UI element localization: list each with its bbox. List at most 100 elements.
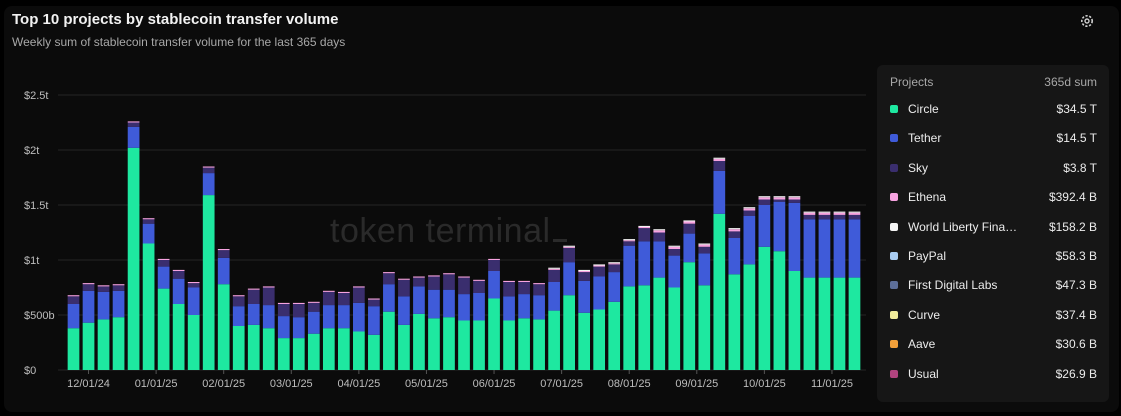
bar-segment xyxy=(773,197,786,200)
bar-segment xyxy=(413,276,425,278)
y-tick-label: $500b xyxy=(24,310,55,322)
bar-segment xyxy=(383,311,395,370)
bar-segment xyxy=(833,211,846,213)
bar-segment xyxy=(593,309,606,370)
bar-segment xyxy=(728,231,741,238)
bar-segment xyxy=(593,265,606,267)
bar-segment xyxy=(788,271,801,370)
bar-segment xyxy=(142,219,155,224)
x-tick-label: 03/01/25 xyxy=(270,378,313,390)
bar-segment xyxy=(202,166,215,168)
bar-segment xyxy=(202,173,215,196)
bar-segment xyxy=(668,287,681,370)
legend-swatch xyxy=(890,281,898,290)
legend-item-label: Tether xyxy=(908,131,942,146)
bar-segment xyxy=(833,212,846,215)
bar-segment xyxy=(262,286,275,288)
bar-segment xyxy=(142,243,155,370)
bar-segment xyxy=(142,218,155,220)
legend-item-tether[interactable]: Tether $14.5 T xyxy=(890,130,1097,148)
x-tick-label: 11/01/25 xyxy=(811,378,853,390)
legend-item-value: $30.6 B xyxy=(1055,337,1097,352)
bar-segment xyxy=(623,239,636,241)
legend-item-world-liberty-fina[interactable]: World Liberty Fina… $158.2 B xyxy=(890,219,1097,237)
bar-segment xyxy=(172,271,185,279)
legend-swatch xyxy=(890,193,898,202)
bar-segment xyxy=(368,298,380,300)
legend-item-paypal[interactable]: PayPal $58.3 B xyxy=(890,248,1097,266)
legend-item-aave[interactable]: Aave $30.6 B xyxy=(890,336,1097,354)
bar-segment xyxy=(638,285,651,370)
legend-item-ethena[interactable]: Ethena $392.4 B xyxy=(890,189,1097,207)
bar-segment xyxy=(518,294,530,319)
bar-segment xyxy=(67,295,80,297)
bar-segment xyxy=(307,302,320,312)
bar-segment xyxy=(713,161,726,171)
bar-segment xyxy=(698,253,711,286)
legend-item-first-digital-labs[interactable]: First Digital Labs $47.3 B xyxy=(890,277,1097,295)
chart-subtitle: Weekly sum of stablecoin transfer volume… xyxy=(12,35,346,49)
bar-segment xyxy=(788,197,801,200)
bar-segment xyxy=(292,302,305,304)
bar-segment xyxy=(82,284,95,291)
bar-segment xyxy=(383,272,395,274)
bar-segment xyxy=(398,278,410,280)
bar-segment xyxy=(262,305,275,329)
x-tick-label: 05/01/25 xyxy=(405,378,448,390)
bar-segment xyxy=(67,296,80,304)
bar-segment xyxy=(623,241,636,246)
bar-segment xyxy=(818,277,831,370)
legend-swatch xyxy=(890,340,898,349)
bar-segment xyxy=(202,195,215,370)
bar-segment xyxy=(247,324,260,370)
bar-segment xyxy=(638,228,651,242)
bar-segment xyxy=(473,279,485,281)
bar-segment xyxy=(97,291,110,320)
bar-segment xyxy=(803,211,816,213)
x-tick-label: 09/01/25 xyxy=(675,378,718,390)
legend-item-circle[interactable]: Circle $34.5 T xyxy=(890,101,1097,119)
bar-segment xyxy=(232,296,245,307)
legend-item-label: Ethena xyxy=(908,190,947,205)
bar-segment xyxy=(848,277,861,370)
bar-segment xyxy=(443,289,455,318)
gear-icon[interactable] xyxy=(1079,13,1095,29)
legend-item-value: $47.3 B xyxy=(1055,278,1097,293)
bar-segment xyxy=(818,212,831,215)
bar-segment xyxy=(322,328,335,370)
bar-segment xyxy=(698,285,711,370)
bar-segment xyxy=(608,262,621,264)
bar-segment xyxy=(803,277,816,370)
bar-segment xyxy=(398,324,410,370)
bar-segment xyxy=(217,250,230,258)
legend-swatch xyxy=(890,134,898,143)
bar-segment xyxy=(758,199,771,205)
bar-segment xyxy=(112,290,125,318)
legend-item-curve[interactable]: Curve $37.4 B xyxy=(890,307,1097,325)
bar-segment xyxy=(488,260,500,271)
legend-item-sky[interactable]: Sky $3.8 T xyxy=(890,160,1097,178)
bar-segment xyxy=(803,212,816,215)
legend-header: Projects 365d sum xyxy=(890,75,1097,89)
legend-item-value: $158.2 B xyxy=(1048,219,1097,234)
bar-segment xyxy=(67,304,80,329)
bar-segment xyxy=(157,260,170,267)
bar-segment xyxy=(803,219,816,278)
legend: Projects 365d sum Circle $34.5 T Tether $14… xyxy=(877,65,1109,402)
legend-item-usual[interactable]: Usual $26.9 B xyxy=(890,366,1097,384)
bar-segment xyxy=(518,318,530,370)
bar-segment xyxy=(788,202,801,271)
bar-segment xyxy=(97,285,110,287)
legend-swatch xyxy=(890,310,898,319)
bar-segment xyxy=(713,157,726,159)
bar-segment xyxy=(563,295,575,370)
bar-segment xyxy=(758,196,771,198)
bar-segment xyxy=(773,199,786,202)
bar-segment xyxy=(683,223,696,234)
bar-segment xyxy=(548,269,560,282)
bar-segment xyxy=(428,289,440,319)
legend-swatch xyxy=(890,369,898,378)
legend-swatch xyxy=(890,105,898,113)
bar-segment xyxy=(368,299,380,307)
bar-segment xyxy=(518,282,530,295)
